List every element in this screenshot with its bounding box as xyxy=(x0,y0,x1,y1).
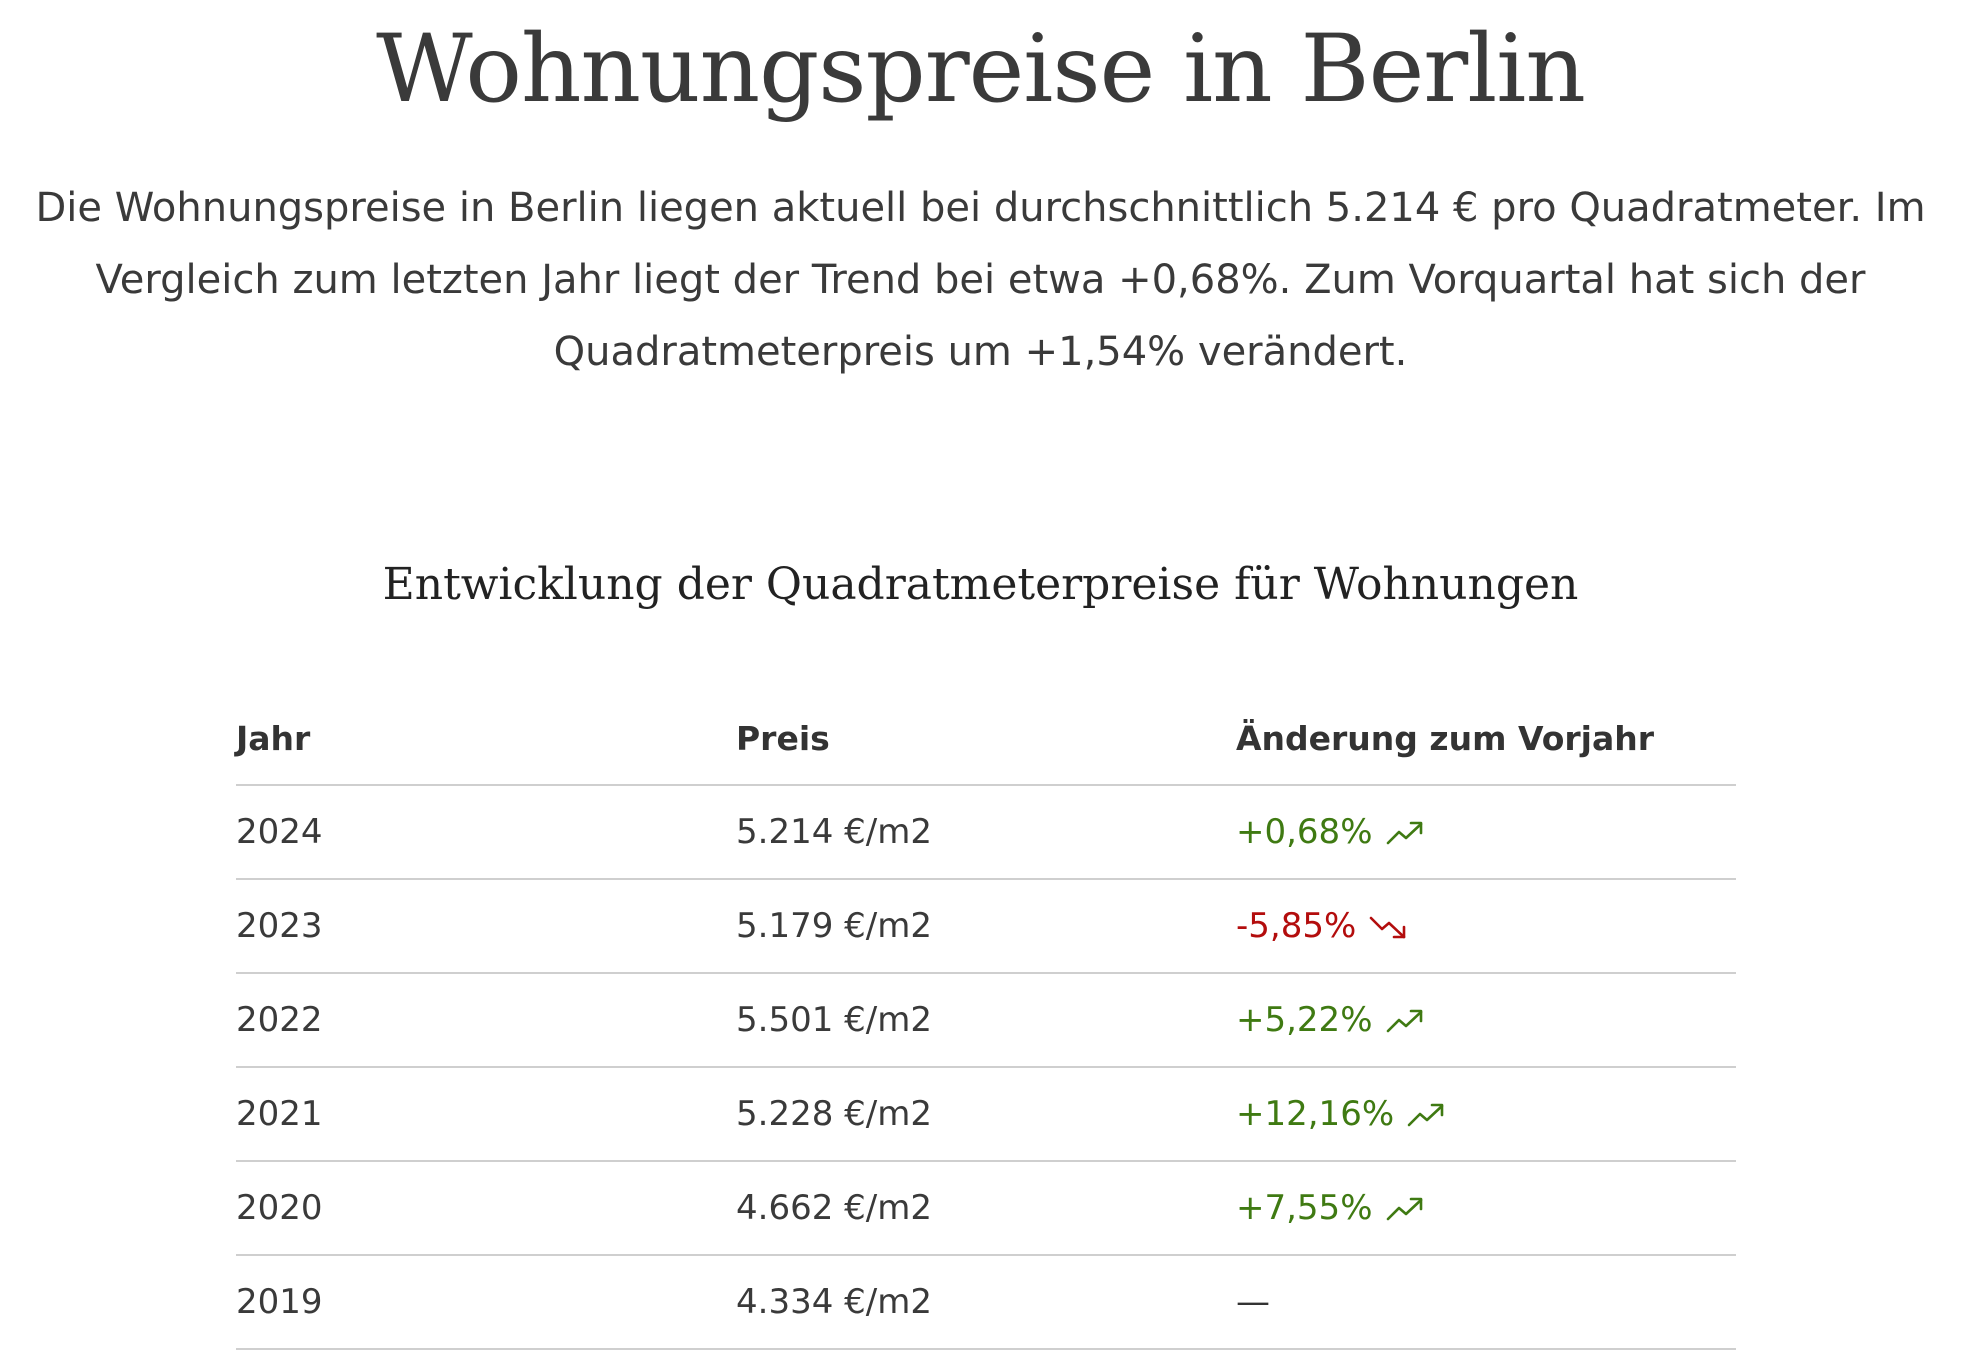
change-value-wrap: +12,16% xyxy=(1236,1094,1446,1134)
change-value: +12,16% xyxy=(1236,1094,1395,1134)
trend-up-icon xyxy=(1406,1099,1446,1129)
change-value-wrap: -5,85% xyxy=(1236,906,1408,946)
price-table: Jahr Preis Änderung zum Vorjahr 2024 5.2… xyxy=(236,692,1736,1350)
change-value-wrap: +0,68% xyxy=(1236,812,1425,852)
change-value: -5,85% xyxy=(1236,906,1357,946)
table-row: 2019 4.334 €/m2 — xyxy=(236,1255,1736,1350)
price-cell: 5.214 €/m2 xyxy=(736,785,1236,880)
table-row: 2023 5.179 €/m2 -5,85% xyxy=(236,879,1736,974)
table-body: 2024 5.214 €/m2 +0,68% 2023 5.179 €/m2 -… xyxy=(236,785,1736,1350)
change-value: +0,68% xyxy=(1236,812,1373,852)
year-cell: 2022 xyxy=(236,973,736,1068)
table-row: 2020 4.662 €/m2 +7,55% xyxy=(236,1161,1736,1256)
change-cell: +0,68% xyxy=(1236,785,1736,880)
trend-up-icon xyxy=(1385,1005,1425,1035)
change-value: +5,22% xyxy=(1236,1000,1373,1040)
year-cell: 2020 xyxy=(236,1161,736,1256)
change-value: +7,55% xyxy=(1236,1188,1373,1228)
year-cell: 2021 xyxy=(236,1067,736,1162)
price-cell: 5.179 €/m2 xyxy=(736,879,1236,974)
price-cell: 4.662 €/m2 xyxy=(736,1161,1236,1256)
intro-paragraph: Die Wohnungspreise in Berlin liegen aktu… xyxy=(35,185,1926,375)
change-value-wrap: +7,55% xyxy=(1236,1188,1425,1228)
change-value: — xyxy=(1236,1282,1270,1322)
year-cell: 2023 xyxy=(236,879,736,974)
trend-up-icon xyxy=(1385,1193,1425,1223)
change-cell: — xyxy=(1236,1255,1736,1350)
table-row: 2024 5.214 €/m2 +0,68% xyxy=(236,785,1736,880)
column-header-year: Jahr xyxy=(236,692,736,786)
column-header-change: Änderung zum Vorjahr xyxy=(1236,692,1736,786)
table-row: 2021 5.228 €/m2 +12,16% xyxy=(236,1067,1736,1162)
change-cell: -5,85% xyxy=(1236,879,1736,974)
change-value-wrap: — xyxy=(1236,1282,1270,1322)
table-row: 2022 5.501 €/m2 +5,22% xyxy=(236,973,1736,1068)
price-cell: 5.501 €/m2 xyxy=(736,973,1236,1068)
trend-up-icon xyxy=(1385,817,1425,847)
column-header-price: Preis xyxy=(736,692,1236,786)
price-cell: 4.334 €/m2 xyxy=(736,1255,1236,1350)
year-cell: 2019 xyxy=(236,1255,736,1350)
change-cell: +7,55% xyxy=(1236,1161,1736,1256)
trend-down-icon xyxy=(1368,911,1408,941)
change-cell: +12,16% xyxy=(1236,1067,1736,1162)
price-cell: 5.228 €/m2 xyxy=(736,1067,1236,1162)
change-value-wrap: +5,22% xyxy=(1236,1000,1425,1040)
year-cell: 2024 xyxy=(236,785,736,880)
section-title: Entwicklung der Quadratmeterpreise für W… xyxy=(382,559,1579,610)
page-title: Wohnungspreise in Berlin xyxy=(376,15,1586,124)
table-header-row: Jahr Preis Änderung zum Vorjahr xyxy=(236,692,1736,786)
change-cell: +5,22% xyxy=(1236,973,1736,1068)
